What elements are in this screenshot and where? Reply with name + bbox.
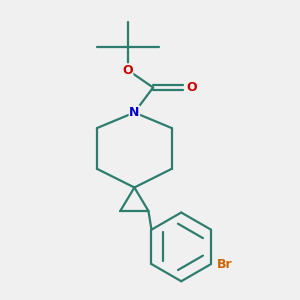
Text: Br: Br [217, 258, 232, 271]
Text: O: O [186, 81, 196, 94]
Text: O: O [122, 64, 133, 77]
Text: N: N [129, 106, 140, 119]
